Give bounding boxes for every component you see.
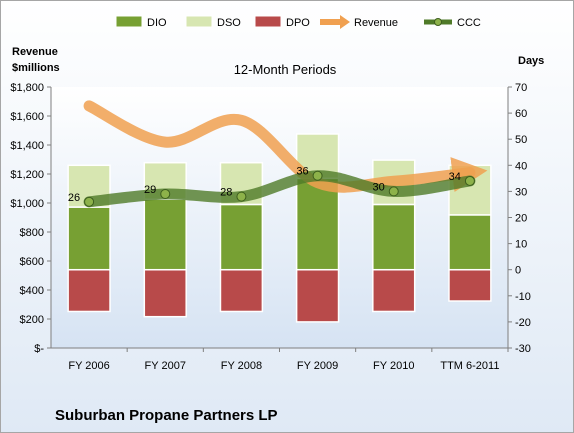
ccc-data-label: 34: [449, 171, 461, 183]
legend-label: DIO: [147, 17, 167, 29]
left-tick-label: $1,800: [10, 82, 44, 94]
bar-dio: [219, 203, 264, 271]
x-tick-label: FY 2009: [297, 360, 338, 372]
right-tick-label: 30: [515, 186, 527, 198]
left-tick-label: $1,600: [10, 111, 44, 123]
ccc-point: [236, 191, 247, 202]
legend-arrow: [340, 15, 350, 29]
x-tick-label: FY 2008: [221, 360, 262, 372]
left-tick-label: $1,200: [10, 169, 44, 181]
ccc-data-label: 29: [144, 184, 156, 196]
left-tick-label: $200: [20, 314, 44, 326]
lines-layer: 26 29 28 36 30 34: [68, 100, 488, 208]
right-tick-label: 40: [515, 160, 527, 172]
x-tick-label: FY 2006: [68, 360, 109, 372]
legend: DIO DSO DPO Revenue CCC: [115, 15, 481, 29]
right-tick-label: 70: [515, 82, 527, 94]
right-tick-label: 0: [515, 265, 521, 277]
x-tick-label: TTM 6-2011: [440, 360, 499, 372]
ccc-line: [83, 170, 476, 208]
legend-swatch: [115, 15, 143, 28]
right-tick-label: 50: [515, 134, 527, 146]
left-tick-label: $1,400: [10, 140, 44, 152]
left-tick-label: $400: [20, 285, 44, 297]
bar-dio: [372, 203, 416, 271]
left-tick-label: $-: [34, 343, 44, 355]
right-tick-label: 60: [515, 108, 527, 120]
left-tick-label: $1,000: [10, 198, 44, 210]
ccc-point: [312, 170, 323, 181]
bar-dio: [295, 177, 340, 271]
left-axis-title-line1: Revenue: [12, 46, 58, 58]
left-tick-label: $600: [20, 256, 44, 268]
bar-dio: [67, 206, 111, 271]
left-axis-title-line2: $millions: [12, 62, 60, 74]
bar-dio: [448, 214, 492, 271]
ccc-point: [84, 196, 95, 207]
legend-marker: [434, 18, 442, 26]
ccc-point: [464, 175, 475, 186]
right-tick-label: -10: [515, 291, 531, 303]
left-tick-label: $800: [20, 227, 44, 239]
right-axis-title: Days: [518, 55, 544, 67]
legend-label: DPO: [286, 17, 310, 29]
ccc-data-label: 36: [296, 166, 308, 178]
legend-swatch: [254, 15, 282, 28]
legend-swatch: [185, 15, 213, 28]
bar-dpo: [295, 268, 340, 323]
ccc-data-label: 28: [220, 187, 232, 199]
right-tick-label: 20: [515, 213, 527, 225]
legend-label: Revenue: [354, 17, 398, 29]
ccc-data-label: 30: [373, 181, 385, 193]
bar-dpo: [448, 268, 492, 302]
x-tick-label: FY 2010: [373, 360, 414, 372]
right-tick-label: -20: [515, 317, 531, 329]
legend-label: CCC: [457, 17, 481, 29]
right-tick-label: -30: [515, 343, 531, 355]
bar-dio: [143, 198, 187, 271]
ccc-point: [388, 186, 399, 197]
revenue-line: [83, 100, 488, 193]
bar-dpo: [372, 268, 416, 313]
ccc-data-label: 26: [68, 192, 80, 204]
ccc-point: [160, 189, 171, 200]
bar-dpo: [67, 268, 111, 313]
bar-dpo: [143, 268, 187, 318]
right-tick-label: 10: [515, 239, 527, 251]
company-name: Suburban Propane Partners LP: [55, 407, 278, 424]
bar-dpo: [219, 268, 264, 313]
legend-label: DSO: [217, 17, 241, 29]
axes-layer: $- $200 $400 $600 $800 $1,000 $1,200 $1,400 $1,6…: [10, 82, 531, 372]
x-tick-label: FY 2007: [145, 360, 186, 372]
chart-title: 12-Month Periods: [234, 62, 337, 77]
